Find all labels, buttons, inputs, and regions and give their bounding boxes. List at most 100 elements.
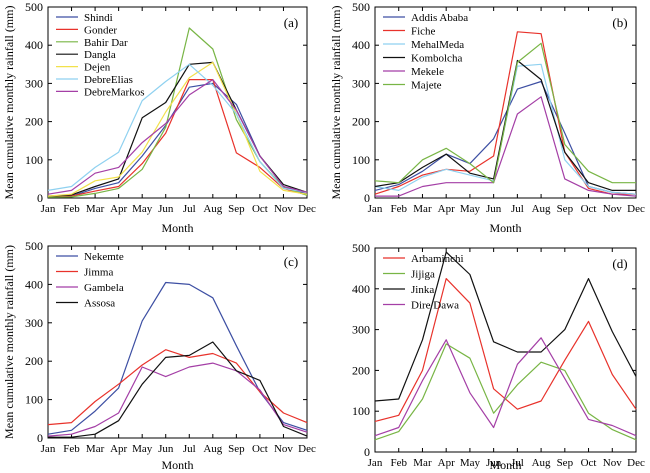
panel-c-ytick-label: 100 (25, 393, 43, 407)
panel-b-legend-label-3: MehalMeda (411, 39, 464, 51)
panel-c-xtick-label: May (132, 443, 153, 455)
panel-b-xtick-label: Oct (581, 203, 597, 215)
panel-c-xtick-label: Nov (274, 443, 293, 455)
panel-a-xtick-label: Apr (110, 203, 127, 215)
panel-d-xtick-label: Sep (557, 457, 574, 469)
panel-c-series-line-4 (48, 341, 308, 438)
panel-c-series-line-1 (47, 281, 308, 435)
panel-b-legend-label-1: Addis Ababa (411, 12, 468, 24)
panel-d-xtick-label: Nov (603, 457, 622, 469)
panel-c-xtick-label: Jun (158, 443, 174, 455)
panel-d-xtick-label: Feb (390, 457, 407, 469)
panel-a-xtick-label: Aug (203, 203, 222, 215)
panel-b-series-line-6 (374, 42, 636, 184)
panel-c-xtick-label: Jul (183, 443, 196, 455)
panel-d-ytick-label: 200 (352, 363, 370, 377)
panel-a-series-line-7 (47, 78, 308, 195)
panel-d-xtick-label: Apr (438, 457, 455, 469)
panel-a-xtick-label: Feb (63, 203, 80, 215)
panel-c-xtick-label: Aug (203, 443, 222, 455)
panel-d-ytick-label: 0 (364, 445, 370, 459)
panel-d-ytick-label: 400 (352, 282, 370, 296)
panel-a-ytick-label: 500 (25, 0, 43, 14)
panel-b-ytick-label: 500 (352, 0, 370, 14)
panel-a-plot-frame (47, 6, 308, 199)
panel-b-xtick-label: Dec (627, 203, 645, 215)
panel-a-legend-label-1: Shindi (84, 12, 113, 24)
panel-d-xtick-label: Mar (413, 457, 432, 469)
panel-c-label: (c) (284, 254, 298, 269)
panel-a-xtick-label: May (132, 203, 153, 215)
panel-d-xtick-label: Aug (532, 457, 551, 469)
panel-a-legend-label-7: DebreMarkos (84, 86, 144, 98)
panel-a-series-line-6 (47, 63, 308, 193)
panel-a-legend-label-2: Gonder (84, 24, 117, 36)
panel-c-ytick-label: 500 (25, 239, 43, 253)
panel-d-series-line-4 (374, 337, 637, 437)
panel-b-xtick-label: May (460, 203, 481, 215)
panel-b-legend-label-2: Fiche (411, 26, 436, 38)
panel-b-xtick-label: Jan (368, 203, 383, 215)
panel-b-legend-label-5: Mekele (411, 66, 444, 78)
panel-a-xtick-label: Jul (183, 203, 196, 215)
panel-a-legend-label-4: Dangla (84, 49, 116, 61)
panel-b-ylabel: Mean cumulative monthly rainfall (mm) (329, 6, 343, 200)
panel-d-plot-frame (374, 247, 637, 453)
panel-d-xtick-label: Oct (581, 457, 597, 469)
panel-a-ytick-label: 400 (25, 38, 43, 52)
panel-c-legend-label-2: Jimma (84, 267, 113, 279)
panel-d-label: (d) (612, 256, 627, 271)
panel-b-series-line-5 (375, 96, 637, 197)
panel-c-xtick-label: Jan (41, 443, 56, 455)
panel-a-legend-label-3: Bahir Dar (84, 37, 128, 49)
panel-c-plot-frame (47, 245, 308, 439)
panel-a-ytick-label: 200 (25, 115, 43, 129)
panel-c-ylabel: Mean cumulative monthly rainfall (mm) (2, 245, 16, 439)
panel-d-legend-label-3: Jinka (411, 284, 434, 296)
panel-d-xtick-label: Jul (511, 457, 524, 469)
panel-c-legend-label-1: Nekemte (84, 251, 124, 263)
panel-c-xtick-label: Feb (63, 443, 80, 455)
panel-b-xtick-label: Jul (511, 203, 524, 215)
panel-d-xtick-label: Dec (627, 457, 645, 469)
panel-d-series-line-2 (374, 343, 637, 441)
panel-a-ytick-label: 0 (37, 191, 43, 205)
panel-a-ytick-label: 100 (25, 153, 43, 167)
panel-a-ylabel: Mean cumulative monthly rainfall (mm) (2, 6, 16, 200)
panel-a-xlabel: Month (161, 221, 193, 235)
panel-b-xtick-label: Aug (532, 203, 551, 215)
panel-b-ytick-label: 300 (352, 76, 370, 90)
panel-d-ytick-label: 100 (352, 404, 370, 418)
panel-a-xtick-label: Oct (252, 203, 268, 215)
panel-c-xtick-label: Apr (110, 443, 127, 455)
panel-a-legend-label-6: DebreElias (84, 74, 133, 86)
panel-c-xlabel: Month (161, 458, 193, 472)
panel-b-xtick-label: Mar (413, 203, 432, 215)
panel-b-ytick-label: 100 (352, 153, 370, 167)
panel-d-xtick-label: May (460, 457, 481, 469)
panel-c-xtick-label: Mar (86, 443, 105, 455)
panel-d-legend-label-1: Arbaminchi (411, 253, 464, 265)
panel-c-series-line-3 (47, 362, 308, 437)
panel-b-label: (b) (612, 15, 627, 30)
panel-b-xtick-label: Jun (486, 203, 502, 215)
panel-b-legend-label-4: Kombolcha (411, 53, 462, 65)
panel-c-ytick-label: 400 (25, 277, 43, 291)
panel-c-ytick-label: 200 (25, 354, 43, 368)
panel-b-xtick-label: Nov (603, 203, 622, 215)
panel-b-ytick-label: 400 (352, 38, 370, 52)
panel-b-legend-label-6: Majete (411, 80, 442, 92)
panel-d-ytick-label: 500 (352, 241, 370, 255)
panel-d-series-line-3 (374, 251, 637, 402)
panel-b-plot-frame (374, 6, 637, 199)
panel-b-xtick-label: Sep (557, 203, 574, 215)
panel-b-xlabel: Month (489, 221, 521, 235)
panel-c-xtick-label: Oct (252, 443, 268, 455)
panel-a-series-line-5 (47, 61, 308, 197)
panel-c-ytick-label: 0 (37, 431, 43, 445)
panel-d-ytick-label: 300 (352, 323, 370, 337)
panel-b-series-line-1 (374, 80, 637, 195)
panel-c-series-line-2 (47, 349, 308, 426)
panel-b-xtick-label: Apr (438, 203, 455, 215)
